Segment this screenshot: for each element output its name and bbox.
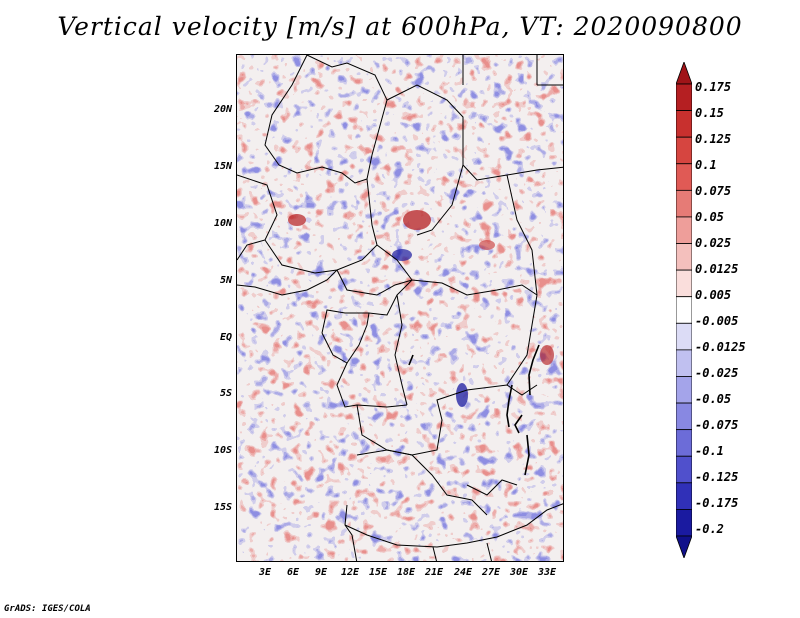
colorbar-band — [676, 216, 692, 244]
colorbar-label: 0.075 — [695, 184, 732, 198]
colorbar-band — [676, 83, 692, 111]
colorbar-band — [676, 429, 692, 457]
colorbar-label: -0.05 — [695, 392, 732, 406]
colorbar-band — [676, 189, 692, 218]
colorbar-band — [676, 349, 692, 377]
lon-tick-label: 12E — [340, 567, 360, 578]
colorbar-label: -0.1 — [695, 444, 724, 458]
colorbar-band — [676, 110, 692, 138]
lon-tick-label: 6E — [286, 567, 300, 578]
colorbar-band — [676, 243, 692, 271]
colorbar-label: -0.005 — [695, 314, 739, 328]
colorbar-band — [676, 455, 692, 484]
colorbar-band — [676, 509, 692, 537]
downdraft-patch — [392, 249, 412, 261]
colorbar-label: -0.025 — [695, 366, 739, 380]
colorbar-label: 0.0125 — [695, 262, 739, 276]
lon-tick-label: 24E — [453, 567, 473, 578]
lat-tick-label: EQ — [219, 332, 232, 343]
updraft-patch — [479, 240, 495, 250]
velocity-noise-field — [237, 55, 563, 561]
colorbar-label: -0.175 — [695, 496, 739, 510]
lat-tick-label: 5S — [219, 388, 232, 399]
colorbar-top-triangle — [676, 62, 692, 85]
lat-tick-label: 10N — [213, 218, 232, 229]
lon-tick-label: 27E — [481, 567, 501, 578]
lat-tick-label: 15S — [213, 502, 232, 513]
colorbar-band — [676, 402, 692, 431]
colorbar-band — [676, 376, 692, 404]
lon-tick-label: 21E — [424, 567, 444, 578]
updraft-patch — [403, 210, 431, 230]
lon-tick-label: 30E — [509, 567, 529, 578]
colorbar-label: 0.175 — [695, 80, 732, 94]
updraft-patch — [540, 345, 554, 365]
colorbar-label: -0.125 — [695, 470, 739, 484]
lat-tick-label: 20N — [213, 104, 232, 115]
colorbar-band — [676, 482, 692, 510]
colorbar-label: 0.15 — [695, 106, 724, 120]
colorbar-label: -0.2 — [695, 522, 724, 536]
lon-tick-label: 3E — [258, 567, 272, 578]
map-plot-area — [236, 54, 564, 562]
lon-tick-label: 15E — [368, 567, 388, 578]
colorbar-band — [676, 136, 692, 165]
lon-tick-label: 33E — [537, 567, 557, 578]
lon-tick-label: 9E — [314, 567, 328, 578]
colorbar-band — [676, 269, 692, 298]
colorbar-bottom-triangle — [676, 535, 692, 558]
colorbar-label: 0.125 — [695, 132, 732, 146]
country-borders — [237, 55, 563, 561]
colorbar-label: -0.0125 — [695, 340, 746, 354]
grads-credit: GrADS: IGES/COLA — [4, 604, 91, 614]
colorbar-label: 0.025 — [695, 236, 732, 250]
colorbar-label: 0.005 — [695, 288, 732, 302]
lat-tick-label: 5N — [219, 275, 232, 286]
lakes — [408, 344, 540, 476]
colorbar-band — [676, 322, 692, 351]
map-title: Vertical velocity [m/s] at 600hPa, VT: 2… — [57, 12, 743, 41]
updraft-patch — [288, 214, 306, 226]
velocity-field — [237, 55, 563, 561]
lon-tick-label: 18E — [396, 567, 416, 578]
colorbar-label: -0.075 — [695, 418, 739, 432]
colorbar-band — [676, 296, 692, 324]
colorbar-band — [676, 163, 692, 191]
colorbar-label: 0.1 — [695, 158, 717, 172]
lat-tick-label: 15N — [213, 161, 232, 172]
colorbar-label: 0.05 — [695, 210, 724, 224]
colorbar — [676, 62, 692, 558]
lat-tick-label: 10S — [213, 445, 232, 456]
downdraft-patch — [456, 383, 468, 407]
